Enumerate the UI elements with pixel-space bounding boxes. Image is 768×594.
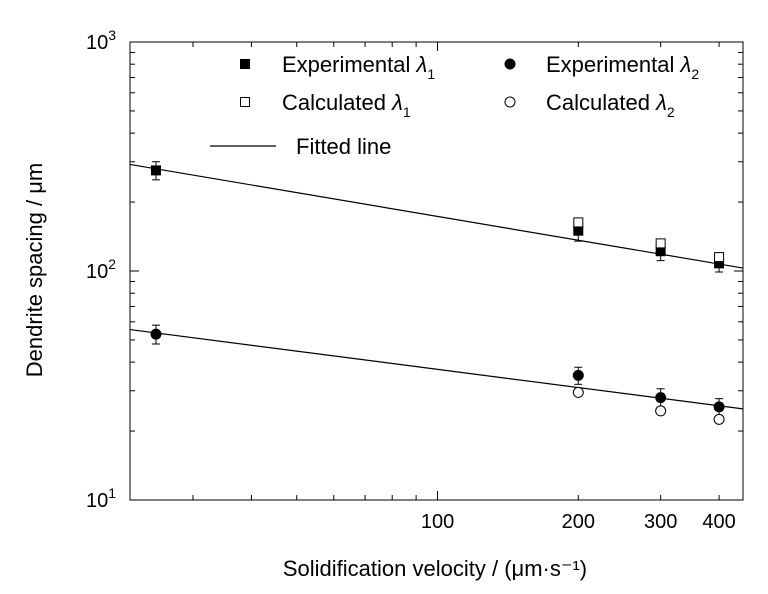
x-tick-label: 200	[562, 511, 595, 533]
legend-label: Calculated λ2	[546, 90, 675, 120]
legend-marker	[240, 59, 250, 69]
legend-marker	[504, 96, 516, 108]
data-point	[713, 401, 725, 413]
legend-label: Calculated λ1	[282, 90, 411, 120]
data-point	[150, 165, 161, 176]
legend-label: Experimental λ1	[282, 52, 435, 82]
data-point	[714, 258, 725, 269]
legend: Experimental λ1 Calculated λ1 Experimental…	[210, 52, 699, 159]
data-point	[150, 328, 162, 340]
data-marks	[129, 161, 744, 425]
data-point	[655, 405, 667, 417]
x-axis-title: Solidification velocity / (μm·s⁻¹)	[283, 556, 587, 581]
legend-label: Experimental λ2	[546, 52, 699, 82]
data-point	[572, 386, 584, 398]
data-point	[573, 225, 584, 236]
x-tick-label: 400	[702, 511, 735, 533]
y-axis-title: Dendrite spacing / μm	[22, 163, 47, 377]
axis-ticks: 101 102 103 100 200 300 400	[86, 27, 743, 533]
data-point	[655, 392, 667, 404]
fitted-line	[129, 163, 744, 269]
y-tick-label: 102	[86, 256, 116, 283]
x-tick-label: 300	[644, 511, 677, 533]
legend-marker	[504, 58, 516, 70]
data-point	[573, 217, 584, 228]
data-point	[572, 369, 584, 381]
y-tick-label: 103	[86, 27, 116, 54]
legend-marker	[240, 97, 250, 107]
data-point	[714, 252, 725, 263]
legend-label-fitted: Fitted line	[296, 134, 391, 159]
data-point	[655, 238, 666, 249]
data-point	[655, 246, 666, 257]
fitted-line	[129, 328, 744, 410]
x-tick-label: 100	[421, 511, 454, 533]
data-point	[713, 413, 725, 425]
y-tick-label: 101	[86, 485, 116, 512]
